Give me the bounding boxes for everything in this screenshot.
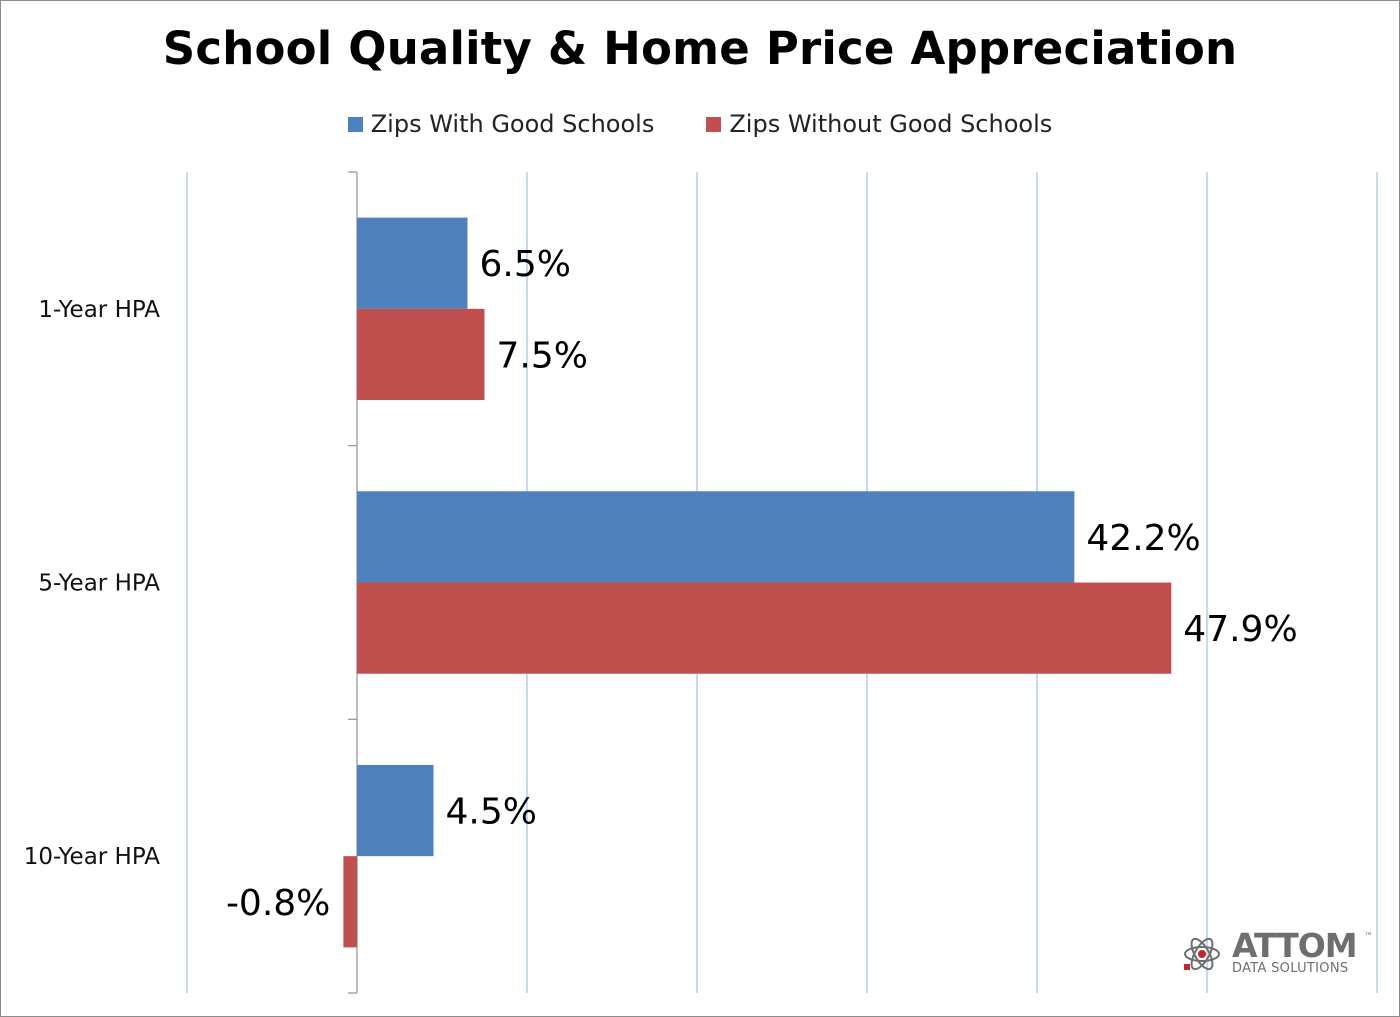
data-label: 4.5% bbox=[446, 792, 537, 833]
category-label: 5-Year HPA bbox=[38, 571, 160, 597]
legend: Zips With Good Schools Zips Without Good… bbox=[0, 110, 1400, 138]
logo-wordmark: ATTOM bbox=[1232, 926, 1358, 965]
logo-tagline: DATA SOLUTIONS bbox=[1232, 961, 1349, 976]
logo-trademark: ™ bbox=[1364, 932, 1373, 942]
data-label: 7.5% bbox=[497, 335, 588, 376]
legend-swatch-good-schools bbox=[347, 116, 363, 132]
data-label: 6.5% bbox=[480, 244, 571, 285]
legend-label-without-good-schools: Zips Without Good Schools bbox=[729, 110, 1053, 138]
legend-item-good-schools: Zips With Good Schools bbox=[347, 110, 655, 138]
legend-label-good-schools: Zips With Good Schools bbox=[370, 110, 655, 138]
bar bbox=[343, 856, 357, 948]
atom-logo-icon bbox=[1184, 937, 1220, 971]
data-label: 47.9% bbox=[1183, 609, 1297, 650]
category-label: 10-Year HPA bbox=[24, 844, 161, 870]
bar bbox=[357, 764, 434, 857]
legend-swatch-without-good-schools bbox=[706, 116, 722, 132]
bar bbox=[357, 582, 1172, 674]
legend-item-without-good-schools: Zips Without Good Schools bbox=[706, 110, 1052, 138]
bar bbox=[357, 217, 468, 309]
data-label: 42.2% bbox=[1086, 518, 1200, 559]
attom-logo: ATTOM ™ DATA SOLUTIONS bbox=[1182, 926, 1373, 980]
bar bbox=[357, 308, 485, 401]
chart-title: School Quality & Home Price Appreciation bbox=[162, 22, 1238, 75]
category-label: 1-Year HPA bbox=[38, 297, 160, 323]
bar bbox=[357, 491, 1075, 583]
data-label: -0.8% bbox=[226, 883, 330, 924]
